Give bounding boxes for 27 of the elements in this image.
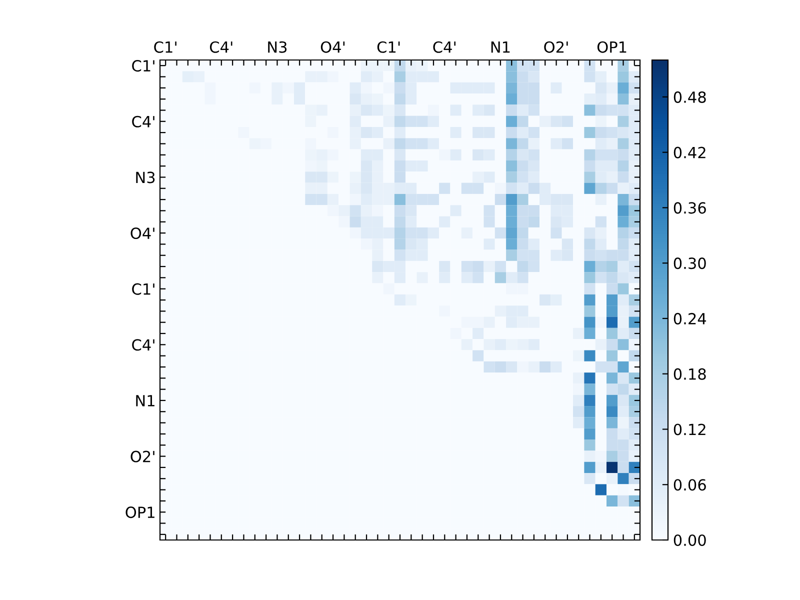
- x-tick-label: OP1: [597, 41, 626, 53]
- y-tick-label: C4': [132, 116, 154, 128]
- y-tick-label: C1': [132, 60, 154, 72]
- y-tick-label: N1: [136, 395, 154, 406]
- y-tick-label: OP1: [126, 506, 154, 518]
- x-tick-label: C1': [377, 41, 400, 53]
- color-bar-label: 0.36: [674, 202, 706, 214]
- x-tick-label: O4': [320, 41, 345, 53]
- x-tick-label: O2': [544, 41, 568, 53]
- x-tick-label: N1: [491, 42, 510, 53]
- y-tick-label: C1': [132, 283, 154, 295]
- y-tick-label: O2': [130, 450, 154, 462]
- color-bar-label: 0.00: [674, 534, 706, 546]
- color-bar-label: 0.24: [674, 312, 706, 324]
- color-bar-label: 0.12: [674, 424, 706, 436]
- x-tick-label: C4': [210, 41, 232, 53]
- color-bar-label: 0.06: [674, 479, 706, 491]
- y-tick-label: O4': [130, 227, 154, 240]
- color-bar-label: 0.30: [674, 258, 706, 270]
- y-tick-label: C4': [132, 339, 154, 351]
- color-bar-label: 0.18: [674, 368, 706, 380]
- color-bar-label: 0.48: [674, 91, 706, 103]
- x-tick-label: N3: [268, 41, 287, 53]
- color-bar-label: 0.42: [674, 146, 706, 158]
- x-tick-label: C1': [154, 41, 176, 53]
- x-tick-label: C4': [433, 41, 456, 53]
- y-tick-label: N3: [136, 172, 155, 184]
